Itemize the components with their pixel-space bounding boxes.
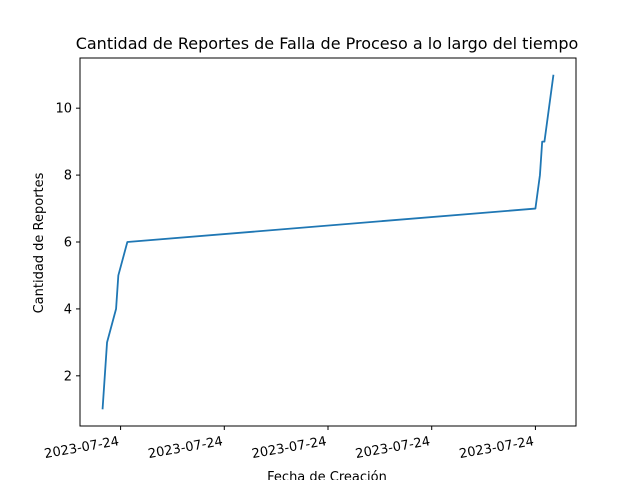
x-tick-label: 2023-07-24	[354, 434, 431, 462]
series-line-0	[101, 74, 555, 410]
y-tick-label: 4	[64, 302, 72, 317]
chart-title: Cantidad de Reportes de Falla de Proceso…	[76, 34, 579, 53]
y-axis-label: Cantidad de Reportes	[32, 172, 47, 313]
plot-frame	[79, 57, 577, 427]
y-axis-ticks: 2 4 6 8 10	[55, 102, 80, 384]
x-tick-label: 2023-07-24	[147, 434, 224, 462]
x-tick-label: 2023-07-24	[43, 434, 120, 462]
y-tick-label: 8	[64, 169, 72, 184]
y-tick-label: 2	[64, 369, 72, 384]
y-tick-label: 10	[55, 102, 72, 117]
x-tick-label: 2023-07-24	[458, 434, 535, 462]
plot-area	[79, 57, 577, 427]
x-axis-ticks: 2023-07-24 2023-07-24 2023-07-24 2023-07-24…	[43, 426, 536, 462]
x-tick-label: 2023-07-24	[251, 434, 328, 462]
x-axis-label: Fecha de Creación	[267, 470, 387, 480]
y-tick-label: 6	[64, 236, 72, 251]
